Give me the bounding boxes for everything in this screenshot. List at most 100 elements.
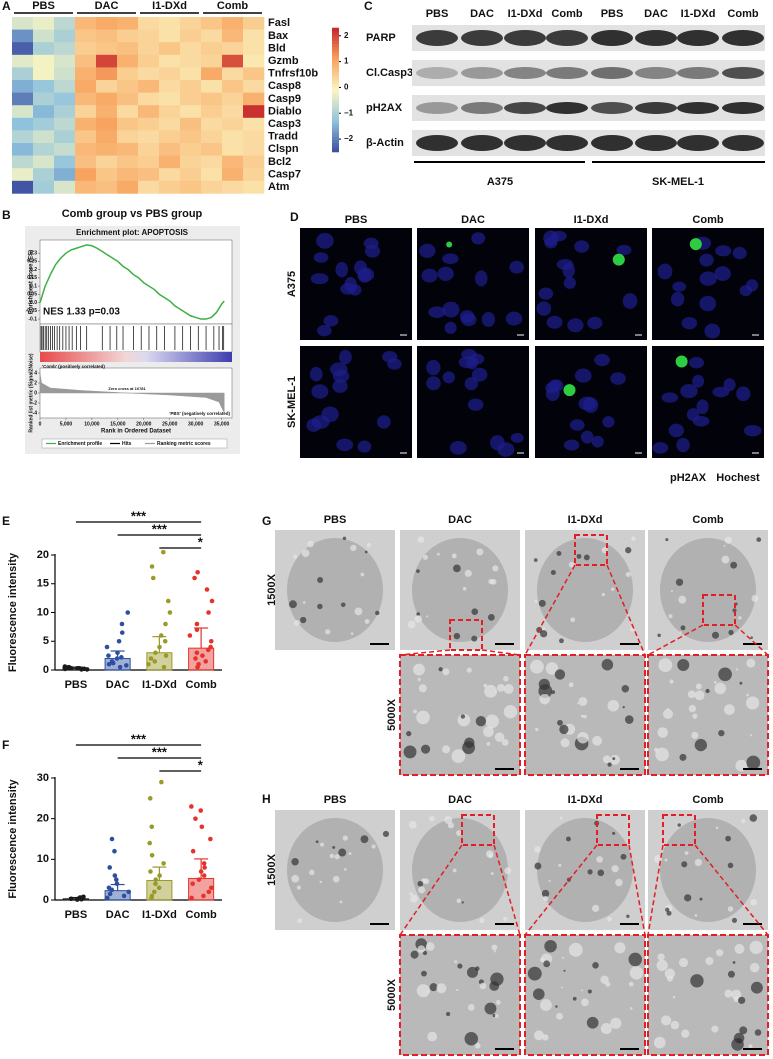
organelle (661, 1015, 672, 1026)
organelle (464, 737, 475, 748)
nucleus (332, 379, 348, 393)
heatmap-cell (75, 117, 97, 131)
zoom-frame (647, 654, 769, 776)
organelle (723, 544, 726, 547)
organelle (612, 831, 616, 835)
colorbar-step (332, 105, 339, 109)
heatmap-cell (201, 168, 223, 182)
organelle (750, 981, 763, 994)
nucleus (661, 392, 679, 403)
organelle (657, 953, 665, 961)
heatmap-cell (117, 80, 139, 93)
nucleus (616, 244, 632, 256)
blot-band (461, 30, 503, 46)
organelle (730, 561, 738, 569)
organelle (735, 668, 739, 671)
heatmap-cell (33, 67, 55, 81)
x-tick-label: 25,000 (162, 421, 178, 427)
blot-band (677, 30, 719, 46)
data-point (106, 661, 112, 667)
panel-label: D (290, 210, 299, 224)
blot-band (677, 102, 719, 114)
organelle (734, 943, 745, 954)
organelle (611, 587, 615, 592)
column-label: I1-DXd (568, 514, 603, 526)
organelle (451, 553, 457, 559)
heatmap-cell (54, 17, 76, 30)
y-axis-label: Fluorescence intensity (7, 779, 19, 899)
data-point (119, 630, 125, 635)
zoom-box (702, 594, 736, 626)
organelle (563, 969, 566, 972)
magnification-label: 1500X (266, 573, 278, 605)
heatmap-cell (159, 67, 181, 81)
organelle (490, 579, 497, 585)
organelle (655, 747, 669, 762)
organelle (548, 879, 551, 882)
organelle (490, 972, 504, 986)
organelle (672, 996, 676, 999)
organelle (538, 684, 553, 698)
colorbar-tick-label: −2 (344, 134, 354, 143)
colorbar-step (332, 71, 339, 75)
heatmap-cell (159, 105, 181, 119)
heatmap-cell (75, 130, 97, 144)
column-label: Comb (692, 794, 723, 806)
heatmap-cell (33, 143, 55, 156)
ph2ax-focus (446, 241, 453, 248)
organelle (699, 897, 703, 901)
heatmap-cell (96, 17, 118, 30)
heatmap-cell (75, 17, 97, 30)
x-tick-label: 30,000 (188, 421, 204, 427)
data-point (107, 891, 113, 897)
organelle (426, 615, 429, 618)
nucleus (467, 398, 484, 411)
x-tick-label: 20,000 (136, 421, 152, 427)
organelle (687, 690, 696, 699)
heatmap-cell (138, 17, 160, 30)
organelle (695, 683, 702, 690)
organelle (543, 960, 551, 968)
heatmap-cell (54, 42, 76, 56)
heatmap-cell (12, 143, 34, 156)
panel-label: H (262, 792, 271, 806)
organelle (442, 668, 450, 676)
heatmap-cell (138, 180, 160, 194)
row-label: Atm (268, 181, 290, 193)
nucleus (497, 442, 515, 457)
organelle (466, 667, 472, 673)
colorbar-step (332, 92, 339, 97)
organelle (409, 892, 413, 896)
colorbar-step (332, 40, 339, 44)
colorbar-step (332, 68, 339, 72)
cell-body (660, 818, 756, 922)
heatmap-cell (33, 155, 55, 169)
colorbar-step (332, 55, 339, 60)
heatmap-cell (159, 42, 181, 56)
blot-band (677, 67, 719, 79)
organelle (583, 554, 590, 561)
organelle (534, 862, 542, 870)
cell-body (287, 538, 383, 642)
nucleus (732, 246, 747, 260)
heatmap-cell (222, 80, 244, 93)
organelle (592, 962, 599, 969)
organelle (714, 682, 727, 695)
organelle (475, 966, 480, 971)
cell-line-label: A375 (487, 176, 513, 188)
nucleus (442, 253, 459, 265)
nucleus (622, 293, 638, 309)
organelle (408, 820, 417, 829)
column-label: I1-DXd (574, 214, 609, 226)
organelle (597, 869, 605, 877)
organelle (677, 823, 681, 827)
zoom-frame (524, 654, 646, 776)
colorbar-step (332, 148, 339, 153)
organelle (711, 1025, 719, 1033)
nucleus (437, 266, 454, 281)
nucleus (323, 315, 339, 327)
data-point (167, 610, 173, 615)
nucleus (591, 435, 604, 448)
x-tick-label: Comb (186, 909, 217, 921)
heatmap-cell (138, 130, 160, 144)
